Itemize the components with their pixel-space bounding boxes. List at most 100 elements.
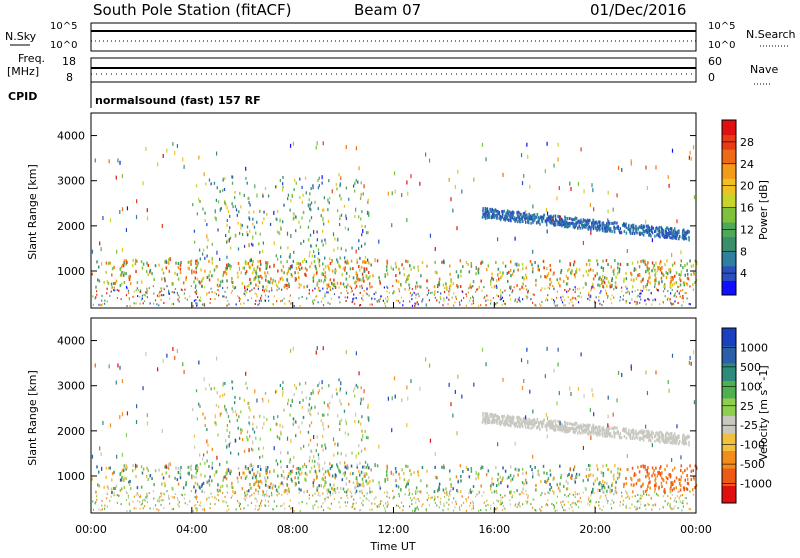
power-cell bbox=[153, 293, 154, 295]
velocity-cell bbox=[361, 502, 362, 504]
power-cell bbox=[300, 226, 301, 229]
power-cell bbox=[626, 300, 627, 302]
power-cell bbox=[449, 273, 451, 276]
velocity-cell bbox=[680, 469, 682, 472]
velocity-cell bbox=[210, 493, 211, 495]
power-cell bbox=[681, 259, 683, 262]
power-cell bbox=[119, 210, 120, 214]
velocity-cell bbox=[244, 498, 245, 500]
velocity-cell bbox=[195, 489, 197, 492]
power-cell bbox=[210, 288, 211, 290]
power-cell bbox=[92, 250, 93, 254]
velocity-cell bbox=[553, 493, 554, 495]
power-cell bbox=[325, 265, 327, 268]
velocity-cell bbox=[435, 502, 436, 504]
velocity-cell bbox=[560, 502, 561, 504]
power-cell bbox=[340, 176, 341, 180]
velocity-cell bbox=[627, 468, 629, 471]
power-cell bbox=[655, 165, 656, 169]
velocity-cell bbox=[598, 505, 599, 507]
power-cell bbox=[684, 264, 686, 267]
velocity-cell bbox=[103, 486, 105, 489]
velocity-cell bbox=[683, 506, 684, 508]
power-cell bbox=[608, 280, 610, 283]
power-cell bbox=[500, 296, 501, 298]
velocity-cell bbox=[335, 491, 337, 494]
power-cell bbox=[637, 303, 638, 305]
velocity-cell bbox=[633, 435, 635, 438]
power-cell bbox=[284, 303, 285, 305]
power-cell bbox=[314, 201, 315, 204]
velocity-cell bbox=[453, 497, 454, 499]
power-cell bbox=[460, 270, 462, 273]
velocity-cell bbox=[346, 483, 348, 486]
velocity-cell bbox=[398, 493, 399, 495]
power-cell bbox=[647, 280, 649, 283]
velocity-cell bbox=[126, 510, 127, 512]
power-cell bbox=[335, 269, 337, 272]
velocity-cell bbox=[209, 475, 211, 478]
power-cell bbox=[249, 278, 251, 281]
velocity-cell bbox=[124, 486, 126, 489]
power-cell bbox=[637, 296, 638, 298]
velocity-cell bbox=[309, 424, 310, 427]
power-cell bbox=[607, 263, 609, 266]
power-cell bbox=[574, 218, 576, 221]
power-cell bbox=[284, 285, 286, 288]
velocity-cell bbox=[215, 471, 217, 474]
power-cell bbox=[663, 274, 665, 277]
velocity-cell bbox=[510, 474, 512, 477]
power-cell bbox=[287, 246, 288, 249]
power-cell bbox=[491, 272, 493, 275]
velocity-cell bbox=[302, 399, 303, 402]
power-cell bbox=[333, 249, 334, 252]
velocity-cell bbox=[249, 495, 250, 497]
velocity-cell bbox=[510, 479, 512, 482]
power-cell bbox=[289, 256, 290, 259]
power-cell bbox=[693, 145, 694, 149]
velocity-cell bbox=[629, 497, 630, 499]
velocity-cell bbox=[582, 425, 584, 428]
power-cell bbox=[517, 213, 519, 216]
velocity-cell bbox=[182, 494, 183, 496]
power-cell bbox=[408, 274, 410, 277]
velocity-cell bbox=[384, 507, 385, 509]
velocity-cell bbox=[578, 506, 579, 508]
power-cell bbox=[143, 302, 144, 304]
velocity-cell bbox=[316, 477, 318, 480]
power-cell bbox=[265, 187, 266, 190]
power-cell bbox=[664, 236, 666, 239]
power-cell bbox=[291, 273, 293, 276]
power-cell bbox=[153, 303, 154, 305]
velocity-cell bbox=[599, 508, 600, 510]
power-cell bbox=[255, 303, 256, 305]
power-cell bbox=[591, 286, 593, 289]
velocity-cell bbox=[206, 497, 207, 499]
power-cell bbox=[670, 280, 672, 283]
power-cell bbox=[137, 295, 138, 297]
power-cell bbox=[466, 261, 468, 264]
power-cell bbox=[455, 185, 456, 189]
velocity-cell bbox=[350, 472, 352, 475]
velocity-cell bbox=[265, 469, 267, 472]
power-cell bbox=[299, 287, 300, 289]
power-cell bbox=[139, 291, 140, 293]
power-cell bbox=[122, 174, 123, 178]
velocity-cell bbox=[291, 507, 292, 509]
velocity-cell bbox=[126, 466, 128, 469]
power-cell bbox=[244, 293, 245, 295]
velocity-cell bbox=[231, 407, 232, 410]
velocity-cell bbox=[321, 506, 322, 508]
power-cell bbox=[470, 283, 472, 286]
velocity-cell bbox=[359, 491, 360, 493]
power-cell bbox=[359, 278, 361, 281]
power-cell bbox=[323, 304, 324, 306]
power-cell bbox=[122, 248, 123, 252]
velocity-cell bbox=[614, 464, 616, 467]
power-cell bbox=[151, 272, 153, 275]
power-cell bbox=[225, 267, 227, 270]
power-cell bbox=[323, 280, 325, 283]
power-cell bbox=[245, 177, 246, 180]
power-cell bbox=[247, 288, 248, 290]
